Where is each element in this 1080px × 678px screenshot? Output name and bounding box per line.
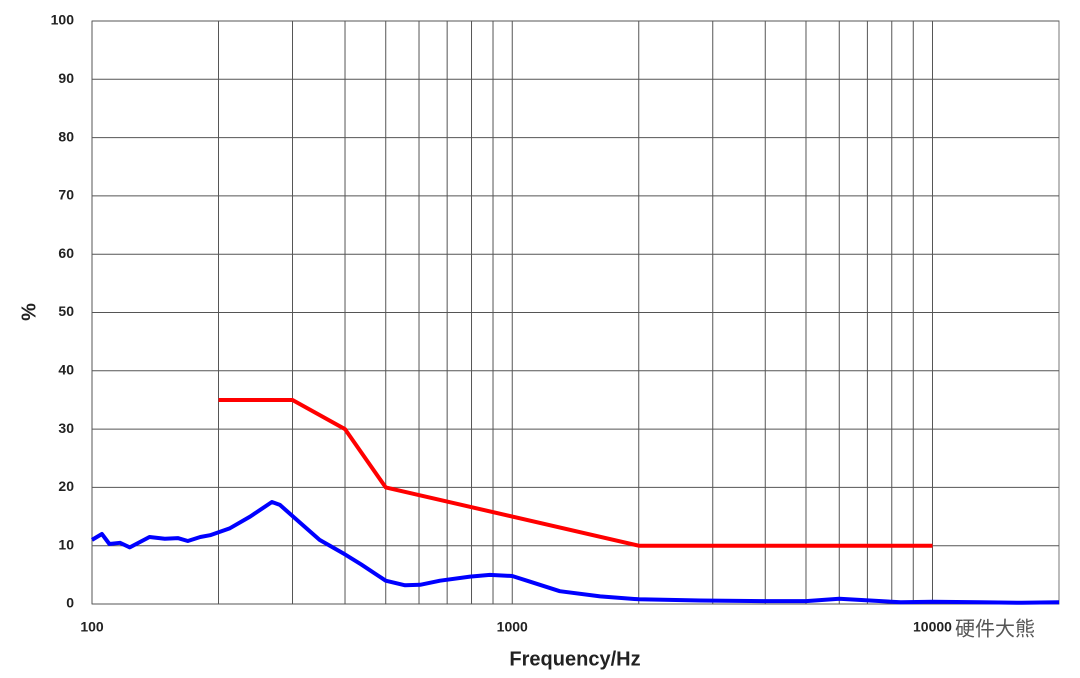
x-tick-label: 1000 bbox=[497, 619, 528, 635]
y-tick-label: 100 bbox=[51, 12, 75, 28]
line bbox=[90, 500, 1060, 605]
y-tick-label: 10 bbox=[58, 536, 74, 552]
y-tick-label: 20 bbox=[58, 478, 74, 494]
y-tick-label: 80 bbox=[58, 128, 74, 144]
line bbox=[218, 398, 933, 548]
y-tick-label: 40 bbox=[58, 362, 74, 378]
y-tick-label: 30 bbox=[58, 420, 74, 436]
watermark: 硬件大熊 bbox=[955, 617, 1035, 640]
y-axis-title: % bbox=[18, 303, 40, 321]
y-tick-label: 50 bbox=[58, 303, 74, 319]
y-tick-label: 0 bbox=[66, 595, 74, 611]
y-tick-label: 70 bbox=[58, 187, 74, 203]
x-axis-title: Frequency/Hz bbox=[509, 648, 640, 670]
x-tick-label: 10000 bbox=[913, 619, 952, 635]
y-tick-label: 90 bbox=[58, 70, 74, 86]
x-tick-label: 100 bbox=[80, 619, 104, 635]
y-tick-label: 60 bbox=[58, 245, 74, 261]
